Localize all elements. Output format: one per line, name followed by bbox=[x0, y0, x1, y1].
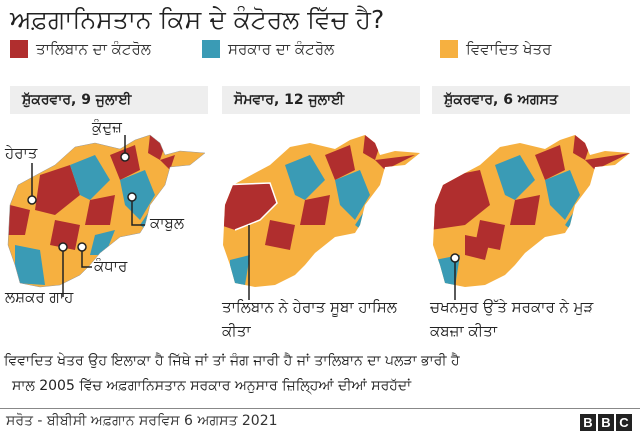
note-district-borders: ਸਾਲ 2005 ਵਿੱਚ ਅਫ਼ਗਾਨਿਸਤਾਨ ਸਰਕਾਰ ਅਨੁਸਾਰ ਜ… bbox=[12, 378, 412, 394]
panel-date-2: ਸੋਮਵਾਰ, 12 ਜੁਲਾਈ bbox=[222, 86, 420, 114]
map-panel-3 bbox=[433, 135, 630, 300]
bbc-logo-icon: B B C bbox=[580, 414, 632, 431]
annotation-chakhansur-line2: ਕਬਜ਼ਾ ਕੀਤਾ bbox=[430, 322, 498, 340]
map-panel-1 bbox=[7, 134, 206, 297]
legend: ਤਾਲਿਬਾਨ ਦਾ ਕੰਟਰੋਲ ਸਰਕਾਰ ਦਾ ਕੰਟਰੋਲ ਵਿਵਾਦਿ… bbox=[0, 40, 640, 64]
bbc-logo-letter: B bbox=[580, 414, 596, 431]
government-swatch-icon bbox=[202, 40, 220, 58]
source-text: ਸਰੋਤ - ਬੀਬੀਸੀ ਅਫ਼ਗਾਨ ਸਰਵਿਸ 6 ਅਗਸਤ 2021 bbox=[6, 413, 278, 429]
label-lashkar-gah: ਲਸ਼ਕਰ ਗਾਹ bbox=[5, 288, 74, 306]
bbc-logo-letter: C bbox=[616, 414, 632, 431]
annotation-herat-line1: ਤਾਲਿਬਾਨ ਨੇ ਹੇਰਾਤ ਸੂਬਾ ਹਾਸਿਲ bbox=[222, 298, 397, 316]
kunduz-marker-icon bbox=[120, 152, 130, 162]
label-kandahar: ਕੰਧਾਰ bbox=[94, 257, 128, 275]
chart-title: ਅਫ਼ਗਾਨਿਸਤਾਨ ਕਿਸ ਦੇ ਕੰਟੋਰਲ ਵਿੱਚ ਹੈ? bbox=[10, 5, 385, 34]
contested-swatch-icon bbox=[440, 40, 458, 58]
annotation-chakhansur-line1: ਚਖਨਸੁਰ ਉੱਤੇ ਸਰਕਾਰ ਨੇ ਮੁੜ bbox=[430, 298, 594, 316]
lashkar-gah-marker-icon bbox=[58, 242, 68, 252]
bbc-logo-letter: B bbox=[598, 414, 614, 431]
map-panel-2 bbox=[219, 135, 420, 300]
herat-marker-icon bbox=[27, 195, 37, 205]
legend-item-contested: ਵਿਵਾਦਿਤ ਖੇਤਰ bbox=[440, 40, 551, 58]
label-herat: ਹੇਰਾਤ bbox=[5, 144, 38, 162]
legend-label-taliban: ਤਾਲਿਬਾਨ ਦਾ ਕੰਟਰੋਲ bbox=[36, 40, 151, 58]
legend-label-government: ਸਰਕਾਰ ਦਾ ਕੰਟਰੋਲ bbox=[228, 40, 335, 58]
panel-date-3: ਸ਼ੁੱਕਰਵਾਰ, 6 ਅਗਸਤ bbox=[432, 86, 630, 114]
kabul-marker-icon bbox=[127, 192, 137, 202]
label-kabul: ਕਾਬੁਲ bbox=[150, 214, 185, 232]
kandahar-marker-icon bbox=[77, 242, 87, 252]
legend-label-contested: ਵਿਵਾਦਿਤ ਖੇਤਰ bbox=[466, 40, 552, 58]
legend-item-government: ਸਰਕਾਰ ਦਾ ਕੰਟਰੋਲ bbox=[202, 40, 334, 58]
legend-item-taliban: ਤਾਲਿਬਾਨ ਦਾ ਕੰਟਰੋਲ bbox=[10, 40, 151, 58]
annotation-herat-line2: ਕੀਤਾ bbox=[222, 322, 251, 340]
taliban-swatch-icon bbox=[10, 40, 28, 58]
label-kunduz: ਕੁੰਦੁਜ਼ bbox=[92, 118, 122, 136]
note-contested-definition: ਵਿਵਾਦਿਤ ਖੇਤਰ ਉਹ ਇਲਾਕਾ ਹੈ ਜਿੱਥੇ ਜਾਂ ਤਾਂ ਜ… bbox=[4, 353, 460, 369]
footer-divider bbox=[0, 408, 640, 409]
chakhansur-marker-icon bbox=[450, 253, 460, 263]
panel-date-1: ਸ਼ੁੱਕਰਵਾਰ, 9 ਜੁਲਾਈ bbox=[10, 86, 208, 114]
